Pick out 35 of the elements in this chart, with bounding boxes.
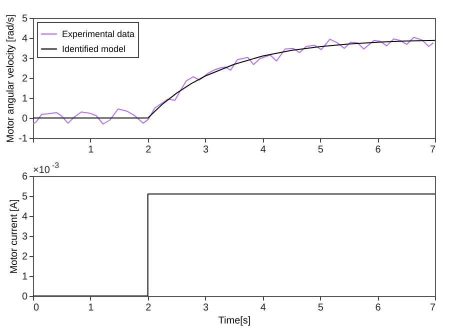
x-tick-label: 5 — [318, 144, 324, 156]
x-tick-label: 2 — [146, 144, 152, 156]
legend-label: Identified model — [62, 44, 126, 54]
text: ×10-3 — [33, 161, 60, 176]
x-tick-label: 3 — [203, 302, 210, 314]
y-tick-label: 5 — [22, 192, 28, 202]
y-tick-label: 0 — [22, 114, 28, 124]
x-tick-label: 6 — [375, 302, 382, 314]
y-tick-label: 5 — [22, 14, 28, 24]
x-tick-label: 1 — [88, 144, 94, 156]
x-tick-label: 5 — [318, 302, 324, 314]
y-tick-label: 3 — [22, 232, 28, 242]
x-tick-label: 1 — [88, 302, 94, 314]
y-tick-label: 4 — [22, 34, 28, 44]
x-tick-label: 4 — [260, 144, 266, 156]
x-tick-label: 3 — [203, 144, 210, 156]
x-tick-label: 7 — [430, 144, 436, 156]
y-tick-label: -1 — [18, 134, 28, 144]
x-tick-label: 6 — [375, 144, 382, 156]
x-tick-label: 2 — [146, 302, 152, 314]
legend-label: Experimental data — [62, 29, 135, 39]
y-axis-title: Motor angular velocity [rad/s] — [6, 14, 17, 143]
y-tick-label: 2 — [22, 74, 28, 84]
y-tick-label: 6 — [22, 172, 28, 182]
x-tick-label: 7 — [430, 302, 436, 314]
y-tick-label: 4 — [22, 212, 28, 222]
y-axis-title: Motor current [A] — [8, 199, 20, 274]
x-tick-label: 0 — [34, 302, 40, 314]
y-tick-label: 0 — [22, 292, 28, 302]
y-tick-label: 3 — [22, 54, 28, 64]
y-tick-label: 2 — [22, 252, 28, 262]
x-tick-label: 4 — [260, 302, 266, 314]
y-tick-label: 1 — [22, 94, 28, 104]
y-tick-label: 1 — [22, 272, 28, 282]
x-axis-title: Time[s] — [218, 316, 251, 326]
